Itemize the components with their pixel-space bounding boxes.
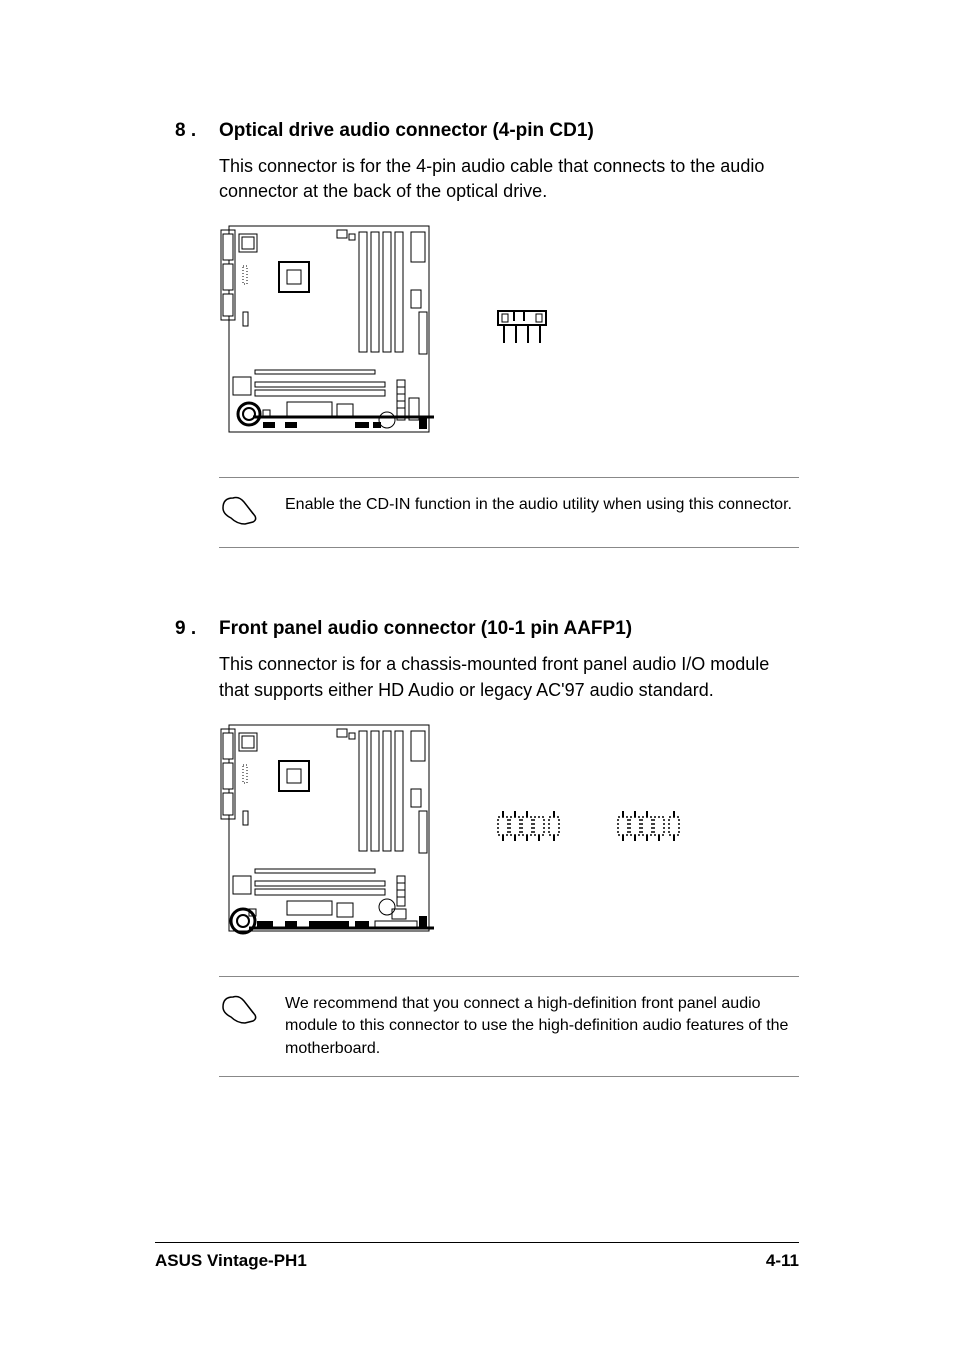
section-9-heading: 9 . Front panel audio connector (10-1 pi… [175,618,799,640]
motherboard-diagram-2 [219,721,434,936]
section-8-title: Optical drive audio connector (4-pin CD1… [219,120,594,142]
aafp-connector-2 [614,809,684,848]
section-8-diagram-row [219,222,799,437]
aafp-connector-group [494,809,684,848]
section-8-note-text: Enable the CD-IN function in the audio u… [285,492,792,516]
aafp-connector-1 [494,809,564,848]
section-9-number: 9 . [175,618,201,640]
section-9: 9 . Front panel audio connector (10-1 pi… [175,618,799,1077]
motherboard-diagram-1 [219,222,434,437]
section-9-title: Front panel audio connector (10-1 pin AA… [219,618,632,640]
section-9-body: This connector is for a chassis-mounted … [219,652,799,702]
page-footer: ASUS Vintage-PH1 4-11 [155,1242,799,1271]
section-8-note: Enable the CD-IN function in the audio u… [219,477,799,548]
note-icon [219,492,259,531]
section-9-diagram-row [219,721,799,936]
footer-left: ASUS Vintage-PH1 [155,1251,307,1271]
section-9-note: We recommend that you connect a high-def… [219,976,799,1077]
section-8-number: 8 . [175,120,201,142]
section-8: 8 . Optical drive audio connector (4-pin… [175,120,799,548]
section-8-heading: 8 . Optical drive audio connector (4-pin… [175,120,799,142]
section-8-body: This connector is for the 4-pin audio ca… [219,154,799,204]
note-icon [219,991,259,1030]
cd1-connector-diagram [494,307,554,352]
section-9-note-text: We recommend that you connect a high-def… [285,991,799,1060]
footer-right: 4-11 [766,1251,799,1271]
